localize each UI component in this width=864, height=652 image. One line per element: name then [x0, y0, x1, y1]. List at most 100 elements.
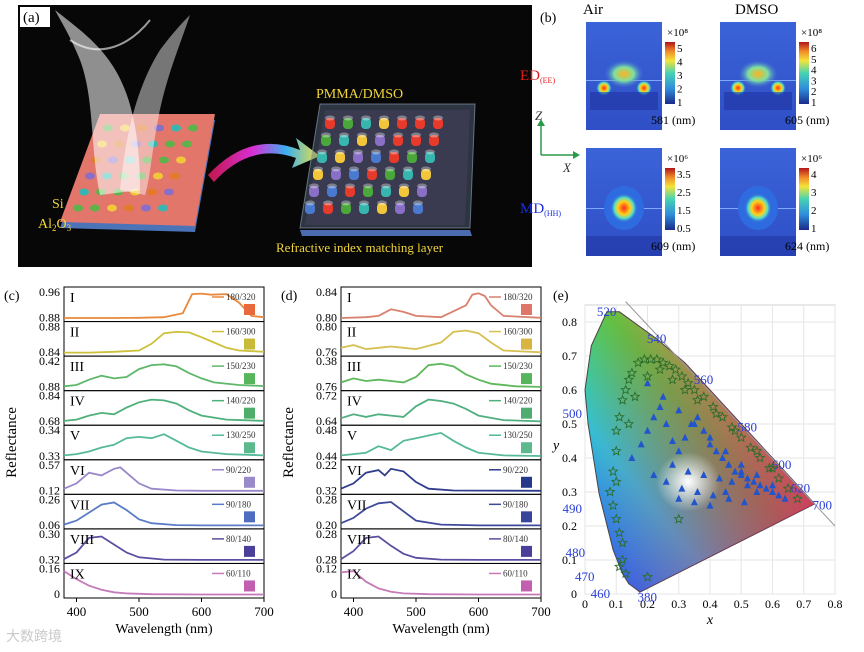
y-tick-top: 0.28 — [316, 492, 337, 506]
field-hotspot-center — [744, 193, 772, 223]
right-pillar-top — [353, 149, 363, 155]
right-pillar — [379, 118, 389, 129]
triangle-point — [644, 426, 651, 434]
triangle-point — [750, 477, 758, 485]
x-tick-label: 0.3 — [671, 597, 686, 611]
y-tick-bottom: 0.76 — [316, 345, 337, 359]
field-map-ed-air: ×10⁸ 5 43 21 581 (nm) — [586, 22, 695, 130]
triangle-point — [675, 447, 683, 455]
spectrum-line-VI — [340, 467, 542, 492]
color-swatch-III — [244, 373, 255, 385]
right-pillar — [425, 152, 435, 163]
star-point — [773, 472, 785, 483]
spectrum-line-II — [340, 329, 542, 354]
triangle-point — [709, 491, 717, 499]
y-tick-label: 0.7 — [562, 349, 577, 363]
y-tick-top: 0.42 — [39, 354, 60, 368]
right-pillar-top — [413, 200, 423, 206]
right-pillar-top — [323, 200, 333, 206]
triangle-point — [662, 477, 670, 485]
color-swatch-VI — [521, 476, 532, 488]
star-point — [676, 370, 688, 381]
left-metasurface — [55, 10, 215, 232]
right-pillar-top — [305, 200, 315, 206]
x-tick-label: 400 — [67, 604, 87, 619]
series-roman: V — [347, 429, 357, 444]
series-name: 160/300 — [503, 327, 533, 337]
spectrum-row-VII: VII 90/180 0.28 0.20 — [316, 492, 542, 532]
triangle-point — [694, 413, 701, 421]
panel-b: (b) Air DMSO ED(EE) MD(HH) Z X ×10⁸54321… — [520, 2, 829, 256]
spectrum-line-IX — [340, 570, 541, 596]
spectrum-line-III — [63, 363, 265, 388]
star-point — [754, 452, 766, 463]
right-pillar — [433, 118, 443, 129]
spectrum-line-IX — [63, 570, 264, 596]
color-swatch-VIII — [244, 545, 255, 557]
right-pillar — [321, 135, 331, 146]
series-name: 140/220 — [226, 396, 256, 406]
y-tick-label: 0.2 — [562, 519, 577, 533]
axis-indicator: Z X — [535, 108, 580, 175]
right-pillar — [313, 169, 323, 180]
colorbar — [799, 42, 809, 104]
x-axis-label: x — [706, 613, 714, 628]
triangle-point — [644, 379, 651, 387]
right-pillar — [331, 169, 341, 180]
right-pillar-top — [425, 149, 435, 155]
colorbar-tick: 3 — [811, 75, 817, 87]
right-pillar — [415, 118, 425, 129]
right-pillar-top — [415, 115, 425, 121]
left-pillar — [153, 172, 163, 180]
colorbar-tick: 2 — [811, 86, 817, 98]
right-pillar — [403, 169, 413, 180]
left-pillar — [73, 204, 83, 212]
y-tick-bottom: 0.28 — [316, 552, 337, 566]
left-pillar — [176, 156, 186, 164]
field-map-md-air: ×10⁶ 3.5 2.5 1.5 0.5 609 (nm) — [586, 148, 695, 256]
wavelength-label: 609 (nm) — [651, 239, 695, 253]
left-pillar — [90, 204, 100, 212]
triangle-point — [775, 491, 783, 499]
colorbar-tick: 1 — [811, 97, 817, 109]
star-point — [688, 384, 700, 395]
panel-c: (c) Reflectance I 180/320 0.96 0.88 II 160/300 0… — [4, 285, 274, 637]
row-label-md: MD(HH) — [520, 201, 561, 218]
water-splash — [55, 10, 140, 195]
colorbar-tick: 2 — [677, 84, 683, 96]
y-tick-bottom: 0.32 — [316, 483, 337, 497]
label-pmma-dmso: PMMA/DMSO — [316, 87, 403, 102]
y-tick-label: 0.5 — [562, 417, 577, 431]
series-name: 160/300 — [226, 327, 256, 337]
triangle-point — [769, 481, 776, 489]
triangle-point — [731, 467, 739, 475]
series-roman: VIII — [347, 533, 371, 548]
right-pillar-top — [371, 149, 381, 155]
series-roman: IX — [70, 567, 85, 582]
triangle-point — [725, 460, 733, 468]
triangle-point — [706, 433, 714, 441]
color-swatch-V — [244, 442, 255, 454]
planckian-reference-line — [625, 301, 836, 527]
triangle-point — [690, 498, 698, 506]
star-point — [617, 394, 628, 405]
right-pillar — [325, 118, 335, 129]
wavelength-label: 581 (nm) — [651, 113, 695, 127]
right-pillar-top — [417, 183, 427, 189]
star-point — [610, 445, 622, 456]
right-pillar-top — [389, 149, 399, 155]
triangle-point — [669, 437, 676, 444]
y-axis-label: y — [551, 439, 560, 454]
right-pillar-top — [363, 183, 373, 189]
spectrum-line-IV — [63, 398, 265, 422]
y-tick-bottom: 0.80 — [316, 311, 337, 325]
color-swatch-V — [521, 442, 532, 454]
star-point — [679, 384, 691, 395]
left-pillar — [154, 124, 164, 132]
star-point — [604, 486, 616, 497]
star-point — [698, 391, 710, 402]
right-pillar-top — [339, 132, 349, 138]
triangle-point — [753, 488, 761, 495]
y-axis-label: Reflectance — [281, 407, 297, 478]
